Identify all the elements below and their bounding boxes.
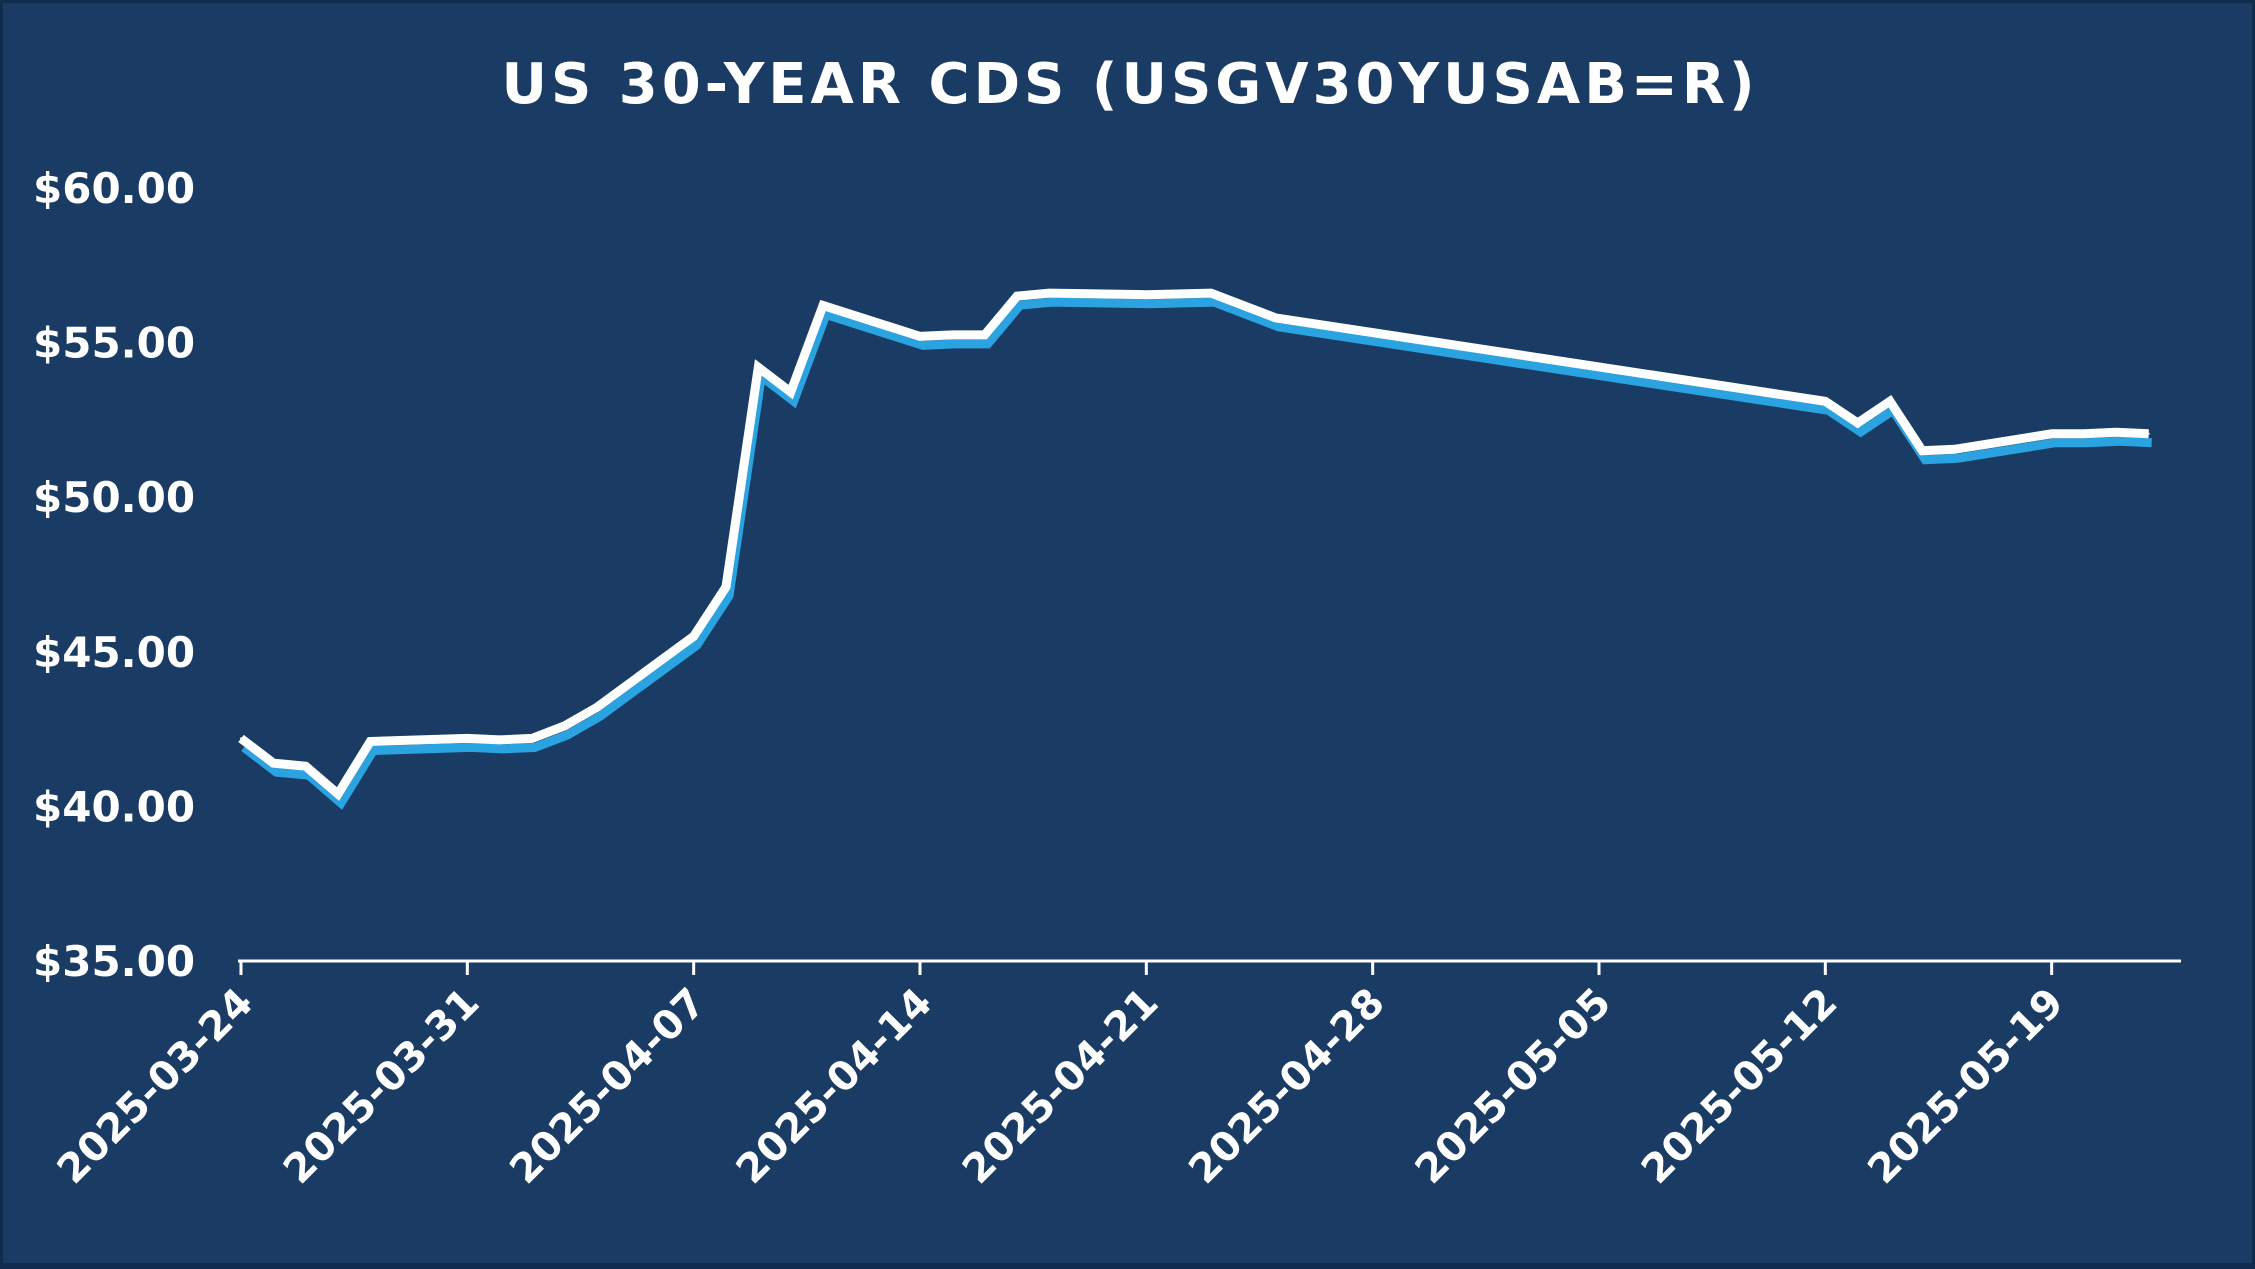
data-point (304, 765, 307, 768)
x-tick-label: 2025-03-31 (275, 980, 488, 1193)
y-tick-label: $60.00 (33, 164, 195, 213)
data-point (1824, 400, 1827, 403)
x-tick-label: 2025-04-07 (501, 980, 714, 1193)
x-tick-label: 2025-05-05 (1407, 980, 1620, 1193)
y-tick-label: $40.00 (33, 782, 195, 831)
data-point (1921, 449, 1924, 452)
y-axis-ticks: $35.00 $40.00 $45.00 $50.00 $55.00 $60.00 (33, 164, 195, 986)
y-tick-label: $50.00 (33, 473, 195, 522)
data-point (822, 304, 824, 307)
data-point (919, 335, 921, 338)
data-point (466, 737, 469, 740)
series-layer (238, 288, 2152, 810)
chart-title: US 30-YEAR CDS (USGV30YUSAB=R) (501, 52, 1758, 117)
x-tick-label: 2025-05-12 (1633, 980, 1846, 1193)
data-point (725, 585, 727, 588)
data-point (2083, 432, 2085, 435)
x-tick-label: 2025-04-14 (728, 980, 941, 1193)
data-point (2050, 432, 2053, 435)
y-tick-label: $45.00 (33, 628, 195, 677)
data-point (1889, 400, 1891, 403)
data-point (498, 738, 501, 741)
data-point (789, 391, 792, 394)
data-point (1210, 292, 1212, 295)
y-tick-label: $55.00 (33, 319, 195, 368)
line-chart: US 30-YEAR CDS (USGV30YUSAB=R) $35.00 $40… (33, 52, 2181, 1193)
data-point (1953, 448, 1956, 451)
data-point (983, 333, 986, 336)
y-tick-label: $35.00 (33, 937, 195, 986)
drop-lines (240, 293, 2150, 959)
series-line-shadow (241, 297, 2152, 810)
data-point (240, 737, 242, 740)
data-point (1048, 292, 1051, 295)
data-point (1145, 293, 1148, 296)
data-point (1856, 422, 1859, 424)
x-tick-label: 2025-04-21 (954, 980, 1167, 1193)
data-point (951, 333, 954, 336)
x-tick-label: 2025-03-24 (49, 980, 262, 1193)
data-point (337, 793, 339, 795)
data-point (757, 366, 760, 369)
data-point (692, 635, 695, 638)
data-point (2147, 432, 2150, 435)
data-point (2115, 431, 2118, 434)
data-point (563, 725, 566, 727)
series-line (238, 288, 2149, 801)
x-tick-label: 2025-04-28 (1180, 980, 1393, 1193)
data-point (369, 740, 372, 743)
data-point (1016, 295, 1018, 298)
x-tick-label: 2025-05-19 (1859, 980, 2072, 1193)
data-point (272, 762, 275, 765)
data-point (595, 706, 598, 709)
data-point (531, 737, 533, 740)
data-point (1274, 316, 1277, 319)
x-axis-ticks: 2025-03-24 2025-03-31 2025-04-07 2025-04-14… (49, 961, 2073, 1193)
